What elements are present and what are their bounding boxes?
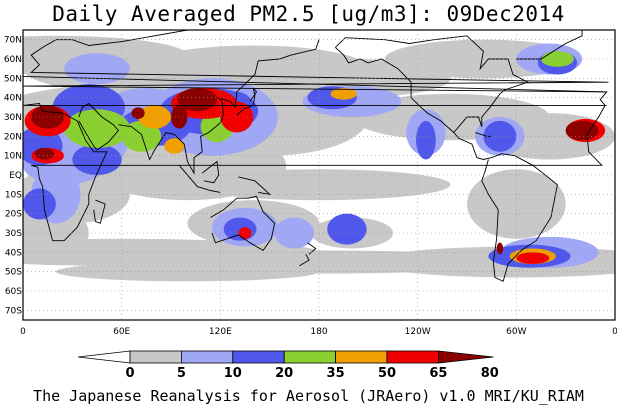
pm25-contour-patch [138, 105, 171, 129]
pm25-contour-patch [466, 169, 566, 239]
colorbar-segment [77, 350, 131, 364]
lat-tick-label: 40N [4, 94, 22, 104]
coastlines [23, 30, 609, 282]
colorbar-label: 80 [481, 366, 499, 381]
colorbar-segment [386, 350, 439, 364]
coastline [238, 176, 272, 195]
pm25-contour-patch [327, 213, 367, 245]
pm25-contour-patch [416, 120, 436, 160]
lat-tick-label: 70S [5, 306, 22, 316]
colorbar-label: 20 [275, 366, 293, 381]
coastline [236, 87, 258, 116]
lon-tick-label: 0 [612, 327, 617, 337]
lat-tick-label: 70N [4, 36, 22, 46]
colorbar-label: 50 [378, 366, 396, 381]
colorbar: 0 5 10 20 35 50 65 80 [77, 350, 499, 381]
latitude-labels: 70N 60N 50N 40N 30N 20N 10N EQ 10S 20S 30S 40S 50S 60… [4, 36, 22, 317]
lon-tick-label: 120E [209, 327, 232, 337]
coastline [475, 132, 492, 137]
pm25-contour-patch [131, 107, 145, 119]
pm25-contour-patch [330, 88, 357, 100]
coastline [23, 75, 608, 242]
pm25-contour-patch [238, 227, 252, 239]
lat-tick-label: 20N [4, 132, 22, 142]
lat-tick-label: 60N [4, 55, 22, 65]
pm25-contour-patch [274, 217, 315, 249]
footer-credit: The Japanese Reanalysis for Aerosol (JRA… [33, 387, 584, 405]
lat-tick-label: 50N [4, 74, 22, 84]
colorbar-label: 0 [125, 366, 134, 381]
pm25-contour-patch [565, 120, 599, 141]
pm25-contour-patch [72, 144, 122, 176]
pm25-contour-patch [121, 120, 162, 152]
coastline [118, 39, 320, 175]
coastline [299, 254, 310, 267]
coastline [201, 160, 220, 184]
pm25-contour-patch [34, 147, 55, 160]
lat-tick-label: 30N [4, 113, 22, 123]
pm25-contour-patch [223, 217, 257, 241]
pm25-contour-patch [541, 51, 574, 67]
pm25-contour-patch [496, 242, 504, 255]
colorbar-segment [335, 350, 388, 364]
colorbar-segment [180, 350, 234, 364]
pm25-contour-patch [220, 101, 254, 133]
lat-tick-label: 20S [5, 210, 22, 220]
coastline [210, 195, 276, 251]
pm25-contour-patch [64, 109, 130, 148]
lat-tick-label: 10N [4, 152, 22, 162]
colorbar-segment [437, 350, 494, 364]
lat-tick-label: 30S [5, 229, 22, 239]
pm25-contour-patch [164, 138, 185, 154]
lat-tick-label: EQ [9, 171, 22, 181]
lon-tick-label: 0 [20, 327, 26, 337]
coastline [516, 30, 583, 60]
colorbar-segment [129, 350, 182, 364]
lat-tick-label: 40S [5, 248, 22, 258]
coastline [335, 35, 558, 282]
coastline [78, 102, 119, 151]
colorbar-label: 10 [224, 366, 242, 381]
coastline [23, 30, 609, 93]
lat-tick-label: 60S [5, 287, 22, 297]
lon-tick-label: 60W [506, 327, 526, 337]
colorbar-label: 65 [429, 366, 447, 381]
colorbar-segment [283, 350, 337, 364]
coastline [93, 199, 106, 224]
lon-tick-label: 120W [405, 327, 431, 337]
lat-tick-label: 50S [5, 268, 22, 278]
coastline [178, 165, 221, 193]
lon-tick-label: 180 [310, 327, 327, 337]
pm25-contour-patch [64, 53, 130, 85]
longitude-labels: 0 60E 120E 180 120W 60W 0 [20, 327, 617, 337]
colorbar-label: 5 [177, 366, 186, 381]
pm25-contour-patch [23, 188, 56, 220]
lon-tick-label: 60E [113, 327, 130, 337]
grid-lines [23, 30, 615, 320]
colorbar-label: 35 [327, 366, 345, 381]
map-title: Daily Averaged PM2.5 [ug/m3]: 09Dec2014 [52, 2, 565, 26]
pm25-contour-patch [187, 169, 451, 201]
colorbar-segment [232, 350, 285, 364]
coastline [335, 47, 455, 133]
pm25-contour-patch [516, 252, 550, 264]
map-frame [22, 29, 616, 321]
lat-tick-label: 10S [5, 190, 22, 200]
